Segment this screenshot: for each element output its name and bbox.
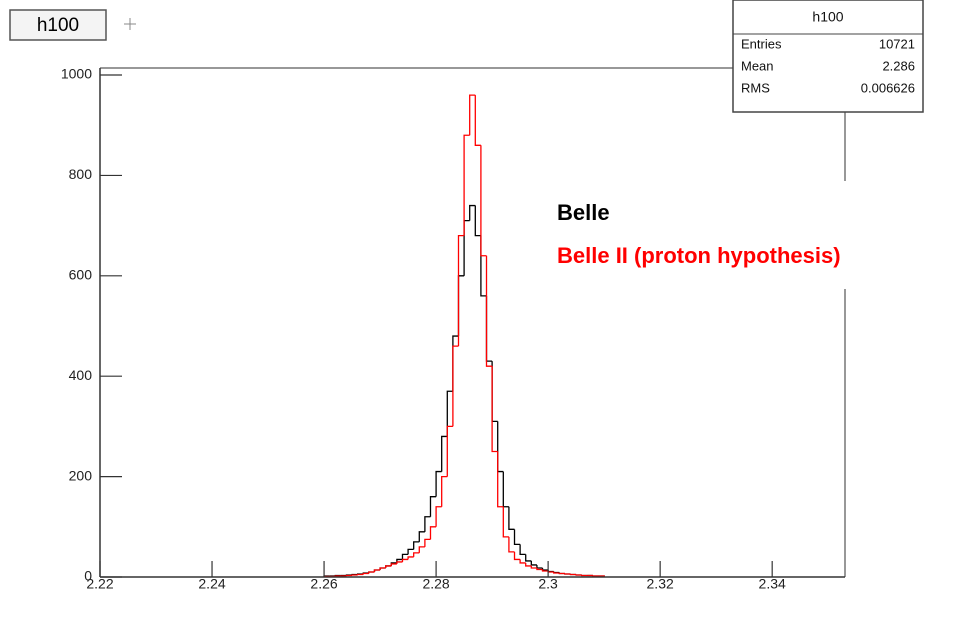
histogram-step: [480, 145, 487, 257]
histogram-step: [541, 569, 549, 572]
histogram-step: [592, 575, 599, 577]
stats-box: h100 Entries 10721 Mean 2.286 RMS 0.006626: [732, 0, 924, 113]
histogram-step: [530, 565, 537, 569]
histogram-step: [429, 526, 437, 540]
histogram-step: [396, 561, 403, 564]
histogram-step: [564, 573, 571, 575]
legend-entry: Belle: [557, 200, 610, 225]
histogram-step: [418, 546, 425, 553]
histogram-step: [429, 496, 437, 517]
histogram-step: [485, 255, 493, 367]
x-tick-label: 2.3: [538, 576, 558, 592]
histogram-step: [435, 506, 442, 527]
histogram-step: [569, 573, 577, 576]
histogram-step: [379, 567, 386, 570]
x-tick-label: 2.22: [86, 576, 113, 592]
histogram-step: [413, 552, 420, 557]
stats-label: RMS: [741, 80, 770, 95]
plot-area: [323, 94, 605, 578]
histogram-step: [474, 95, 481, 146]
histogram-step: [362, 572, 369, 575]
histogram-step: [508, 536, 515, 553]
histogram-step: [441, 475, 448, 507]
histogram-step: [351, 574, 358, 576]
histogram-step: [491, 366, 498, 453]
legend-entry: Belle II (proton hypothesis): [557, 243, 841, 268]
histogram-step: [441, 435, 448, 472]
stats-title: h100: [812, 9, 843, 25]
histogram-step: [525, 562, 532, 567]
histogram-step: [513, 529, 521, 546]
y-tick-label: 600: [69, 267, 93, 283]
y-tick-label: 800: [69, 166, 93, 182]
legend: Belle Belle II (proton hypothesis): [557, 200, 841, 268]
histogram-step: [502, 506, 509, 538]
stats-label: Mean: [741, 58, 774, 73]
stats-frame: [732, 0, 924, 113]
y-tick-label: 0: [84, 568, 92, 584]
histogram-step: [497, 451, 504, 508]
histogram-step: [457, 235, 465, 347]
stats-value: 2.286: [882, 58, 915, 73]
x-tick-label: 2.32: [647, 576, 674, 592]
histogram-step: [463, 134, 470, 236]
histogram-step: [435, 470, 442, 497]
chart-title: h100: [37, 15, 79, 36]
name-tab[interactable]: [9, 9, 107, 41]
histogram-step: [513, 551, 521, 561]
x-tick-label: 2.26: [310, 576, 337, 592]
histogram-step: [368, 571, 375, 574]
crosshair-icon: [124, 18, 136, 30]
histogram-step: [474, 205, 481, 237]
histogram-step: [446, 425, 453, 477]
y-tick-label: 400: [69, 367, 93, 383]
histogram-step: [390, 563, 397, 566]
histogram-step: [424, 516, 431, 532]
legend-box: [540, 181, 970, 289]
histogram-step: [424, 538, 431, 547]
histogram-step: [345, 574, 353, 577]
histogram-step: [413, 541, 420, 550]
histogram-step: [530, 560, 537, 566]
histogram-step: [469, 94, 476, 136]
histogram-step: [553, 571, 560, 574]
histogram-step: [536, 567, 543, 571]
y-tick-label: 1000: [61, 66, 92, 82]
y-tick-label: 200: [69, 467, 93, 483]
histogram-step: [401, 558, 409, 562]
stats-value: 10721: [879, 36, 915, 51]
histogram-step: [519, 559, 526, 564]
histogram-step: [575, 574, 582, 576]
histogram-step: [407, 548, 414, 555]
histogram-step: [519, 544, 526, 556]
histogram-step: [581, 574, 588, 577]
histogram-step: [469, 204, 476, 221]
histogram-step: [525, 554, 532, 562]
histogram-step: [446, 390, 453, 437]
histogram-step: [418, 531, 425, 542]
histogram-step: [407, 556, 414, 560]
histogram-step: [401, 553, 409, 560]
histogram-step: [508, 506, 515, 530]
stats-label: Entries: [741, 36, 782, 51]
stats-value: 0.006626: [861, 80, 915, 95]
histogram-step: [373, 569, 381, 572]
x-tick-label: 2.24: [198, 576, 225, 592]
x-tick-label: 2.34: [759, 576, 786, 592]
histogram-step: [385, 565, 392, 568]
histogram-step: [452, 345, 459, 427]
histogram-step: [357, 573, 364, 576]
histogram-step: [558, 572, 565, 575]
x-tick-label: 2.28: [422, 576, 449, 592]
